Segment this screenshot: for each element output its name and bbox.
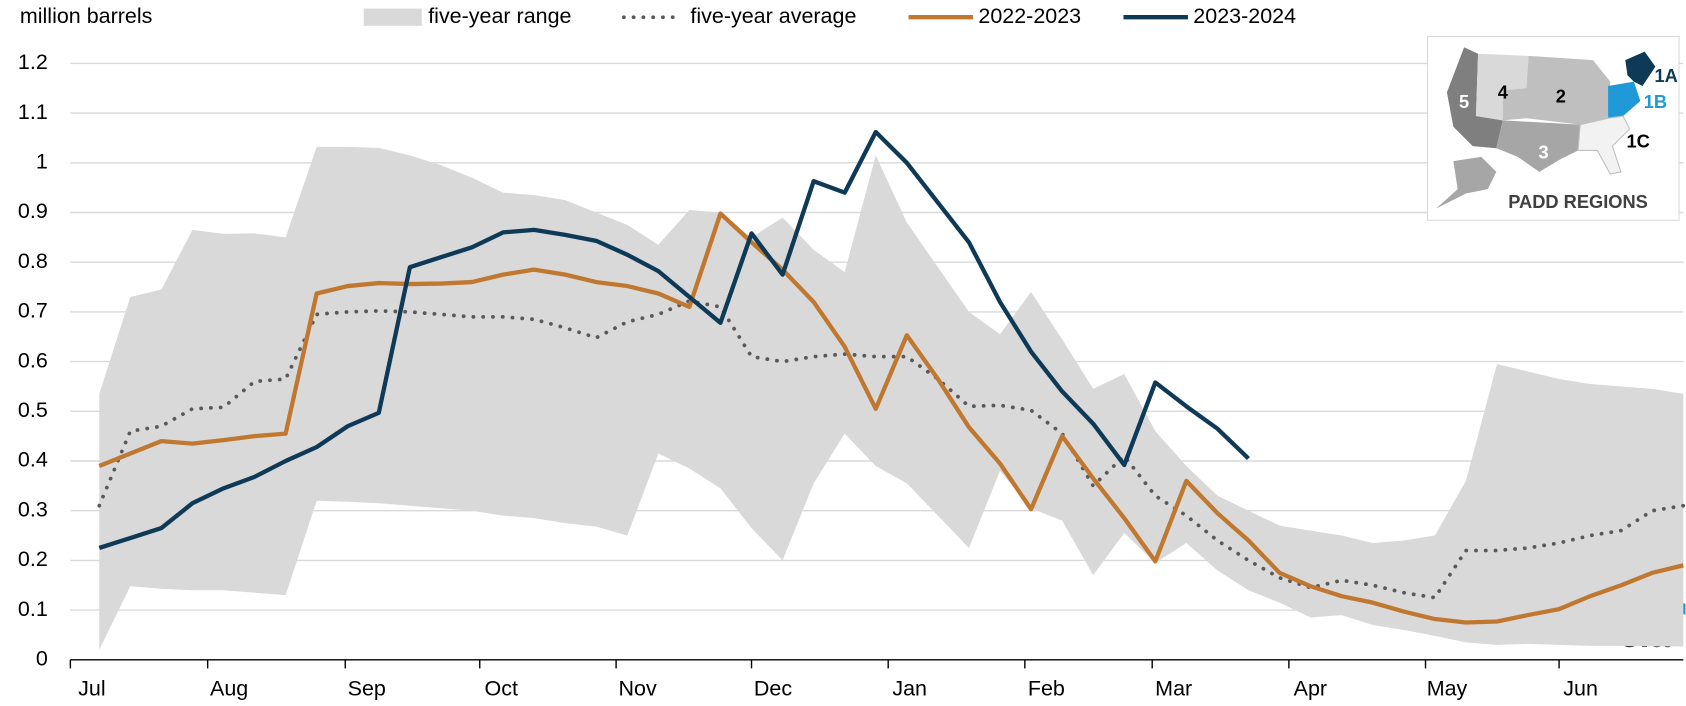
inset-map: 1A 1B 2 3 4 5 1C PADD REGIONS (1427, 35, 1680, 221)
x-tick-label: May (1427, 677, 1468, 701)
inset-title: PADD REGIONS (1508, 191, 1648, 212)
x-tick-label: Jun (1563, 677, 1598, 701)
y-tick-label: 0.9 (18, 199, 48, 223)
y-tick-label: 0 (36, 646, 48, 670)
padd5 (1446, 47, 1503, 149)
legend-swatch (363, 8, 422, 26)
data (97, 129, 1686, 650)
padd3 (1496, 120, 1581, 172)
x-tick-label: Sep (348, 677, 386, 701)
range-band (99, 146, 1684, 650)
x-tick-label: Nov (618, 677, 656, 701)
inset-label: 1B (1644, 91, 1667, 112)
padd1c (1577, 115, 1631, 175)
padd4 (1475, 53, 1529, 121)
x-tick-label: Apr (1294, 677, 1327, 701)
series-line (98, 211, 1684, 625)
y-tick-label: 0.3 (18, 497, 48, 521)
x-tick-label: Feb (1028, 677, 1065, 701)
y-tick-label: 0.5 (18, 398, 48, 422)
y-tick-label: 0.2 (18, 547, 48, 571)
inset-label: 1C (1627, 131, 1650, 152)
y-tick-label: 0.8 (18, 249, 48, 273)
inset-label: 4 (1498, 81, 1509, 102)
x-tick-label: Dec (754, 677, 792, 701)
inset-label: 5 (1459, 91, 1469, 112)
y-tick-label: 0.7 (18, 299, 48, 323)
series-line (98, 129, 1250, 551)
y-tick-label: 0.6 (18, 348, 48, 372)
x-tick-label: Jul (78, 677, 105, 701)
x-tick-label: Jan (892, 677, 927, 701)
x-tick-label: Mar (1155, 677, 1192, 701)
y-tick-label: 1.1 (18, 100, 48, 124)
x-tick-label: Aug (210, 677, 248, 701)
y-tick-label: 1.2 (18, 50, 48, 74)
padd2 (1502, 55, 1611, 125)
inset-label: 2 (1556, 86, 1566, 107)
inset-label: 3 (1539, 141, 1549, 162)
y-tick-label: 0.1 (18, 597, 48, 621)
inset-label: 1A (1654, 65, 1677, 86)
y-axis-label: million barrels (20, 4, 153, 28)
padd1a (1625, 51, 1656, 86)
legend-label: five-year average (690, 4, 856, 28)
legend-label: five-year range (428, 4, 571, 28)
alaska (1436, 156, 1497, 209)
y-tick-label: 0.4 (18, 448, 48, 472)
y-tick-label: 1 (36, 149, 48, 173)
legend-label: 2022-2023 (978, 4, 1081, 28)
x-tick-label: Oct (485, 677, 518, 701)
padd1b (1608, 81, 1641, 119)
legend-label: 2023-2024 (1193, 4, 1296, 28)
